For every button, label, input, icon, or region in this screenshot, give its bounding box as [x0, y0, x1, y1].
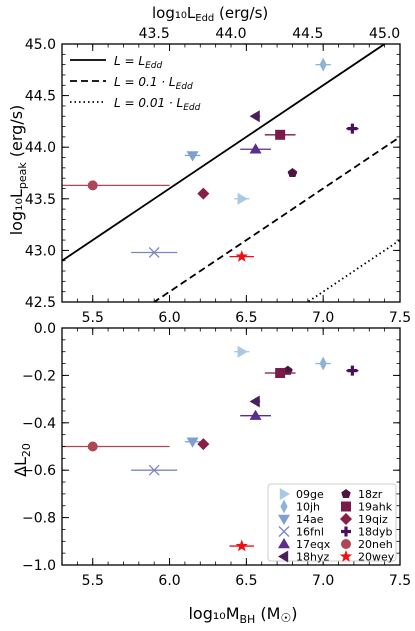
top-panel-plot-area [62, 44, 400, 302]
x-tick-label: 6.5 [235, 573, 257, 589]
point-17eqx [249, 409, 262, 420]
legend-marker-19qiz [340, 513, 352, 525]
eddington-line-dashed [152, 136, 400, 302]
legend-label-20wey: 20wey [358, 551, 395, 564]
point-19qiz [197, 438, 210, 451]
y-tick-label: 43.0 [25, 243, 56, 259]
legend-marker-18dyb [341, 526, 351, 537]
top-tick-label: 44.0 [215, 26, 246, 42]
legend-label-18zr: 18zr [358, 488, 383, 501]
legend-marker-09ge [279, 488, 290, 500]
legend-label-dashed: L = 0.1 · LEdd [114, 75, 193, 92]
point-17eqx [249, 143, 262, 154]
x-tick-label: 7.0 [312, 573, 334, 589]
point-14ae [186, 151, 199, 162]
line-legend: L = LEdd L = 0.1 · LEdd L = 0.01 · LEdd [70, 54, 201, 113]
legend-marker-20neh [341, 539, 351, 549]
y-tick-label: 0.0 [34, 321, 56, 337]
legend-marker-10jh [280, 499, 288, 514]
y-tick-label: −0.8 [22, 511, 56, 527]
top-tick-label: 43.5 [139, 26, 170, 42]
legend-marker-18hyz [278, 550, 289, 563]
legend-label-18hyz: 18hyz [296, 551, 329, 564]
point-20neh [87, 441, 98, 452]
point-18hyz [249, 395, 260, 408]
point-10jh [319, 57, 327, 72]
y-tick-label: −0.2 [22, 368, 56, 384]
x-tick-label: 5.5 [82, 310, 104, 326]
y-tick-label: 44.5 [25, 89, 56, 105]
top-axis-label: log₁₀LEdd (erg/s) [152, 4, 268, 24]
y-tick-label: −0.6 [22, 463, 56, 479]
point-19ahk [275, 368, 286, 379]
point-19qiz [197, 187, 210, 200]
legend-label-17eqx: 17eqx [296, 538, 331, 551]
top-panel: 42.5 43.0 43.5 44.0 44.5 45.0 5.5 6.0 6.5 7.0 7.5 4… [25, 26, 411, 326]
legend-label-19ahk: 19ahk [358, 501, 393, 514]
legend-label-16fnl: 16fnl [296, 526, 324, 539]
point-10jh [319, 356, 327, 371]
legend-label-09ge: 09ge [296, 488, 324, 501]
point-18dyb [347, 123, 358, 134]
point-20wey [235, 539, 248, 552]
x-tick-label: 7.5 [389, 573, 411, 589]
y-tick-label: 44.0 [25, 140, 56, 156]
x-tick-label: 6.5 [235, 310, 257, 326]
top-tick-label: 45.0 [369, 26, 400, 42]
x-tick-label: 6.0 [158, 573, 180, 589]
point-20neh [87, 180, 98, 191]
bottom-y-axis-label: ΔL20 [11, 443, 33, 477]
legend-box [267, 483, 397, 562]
legend-marker-16fnl [278, 526, 290, 537]
point-16fnl [148, 247, 160, 258]
legend-marker-17eqx [278, 538, 290, 549]
legend-marker-14ae [278, 514, 290, 525]
x-tick-label: 7.5 [389, 310, 411, 326]
legend-label-10jh: 10jh [296, 501, 320, 514]
y-tick-label: 43.5 [25, 192, 56, 208]
top-tick-label: 44.5 [292, 26, 323, 42]
legend-label-19qiz: 19qiz [358, 513, 388, 526]
y-tick-label: −1.0 [22, 558, 56, 574]
x-tick-label: 6.0 [158, 310, 180, 326]
point-16fnl [148, 464, 160, 476]
point-18hyz [249, 110, 260, 123]
legend-marker-19ahk [341, 501, 351, 512]
eddington-line-dotted [306, 239, 400, 302]
y-tick-label: −0.4 [22, 416, 56, 432]
y-tick-label: 45.0 [25, 37, 56, 53]
legend-label-14ae: 14ae [296, 513, 324, 526]
point-18zr [287, 168, 298, 178]
eddington-line-solid [62, 44, 387, 262]
legend-marker-18zr [341, 489, 351, 499]
legend-label-solid: L = LEdd [114, 54, 162, 71]
top-panel-frame [61, 43, 401, 303]
x-tick-label: 5.5 [82, 573, 104, 589]
x-axis-label: log₁₀MBH (M☉) [188, 604, 297, 626]
bottom-panel-plot-area [62, 345, 359, 552]
legend-label-20neh: 20neh [358, 538, 393, 551]
point-18dyb [347, 365, 358, 376]
point-09ge [237, 192, 248, 205]
legend-marker-20wey [339, 550, 353, 562]
x-tick-label: 7.0 [312, 310, 334, 326]
legend-label-18dyb: 18dyb [358, 526, 392, 539]
point-09ge [237, 345, 248, 358]
point-20wey [235, 250, 248, 262]
bottom-panel: 5.5 6.0 6.5 7.0 7.5 −1.0 −0.8 −0.6 −0.4 −0.2 0.0 09… [22, 321, 411, 589]
point-14ae [186, 437, 199, 448]
point-19ahk [275, 129, 286, 140]
y-tick-label: 42.5 [25, 295, 56, 311]
legend-label-dotted: L = 0.01 · LEdd [114, 96, 201, 113]
top-y-axis-label: log₁₀Lpeak (erg/s) [7, 105, 29, 236]
sun-symbol: ☉ [280, 611, 291, 625]
